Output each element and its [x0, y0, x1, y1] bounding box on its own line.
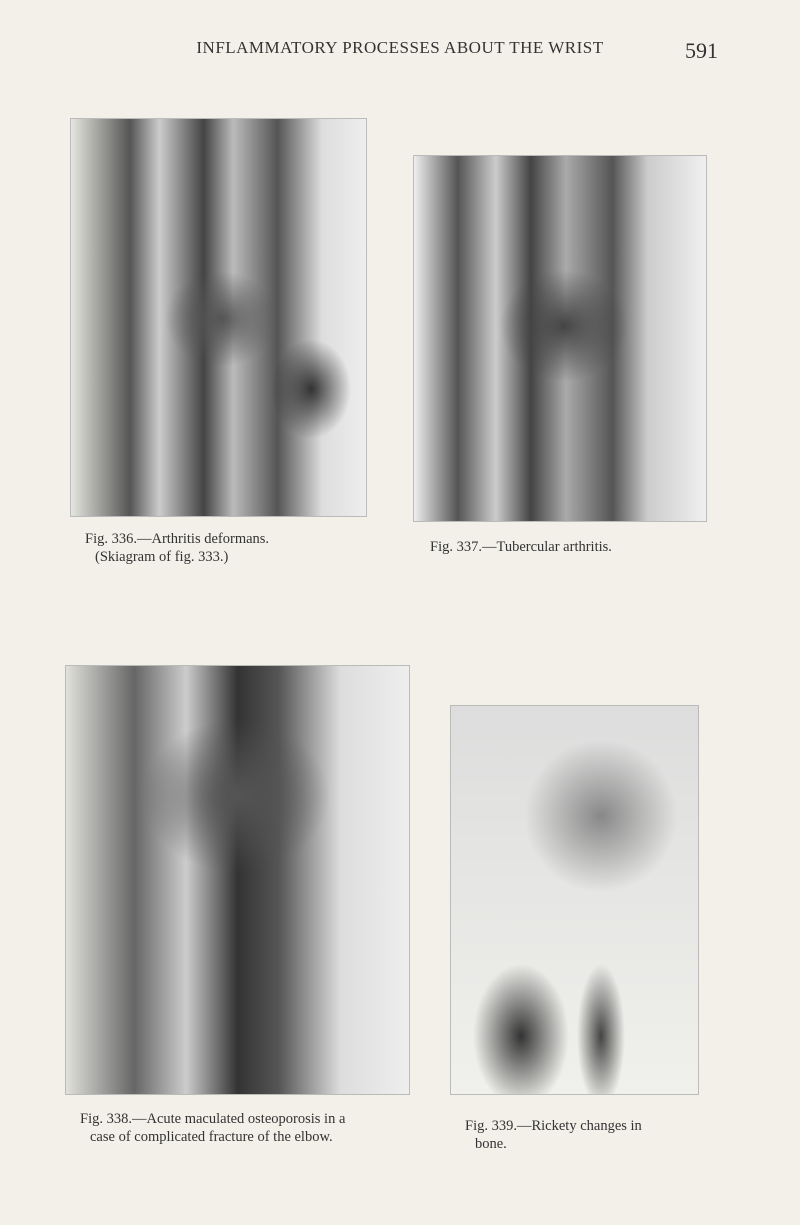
figure-caption: Fig. 337.—Tubercular arthritis. [430, 538, 612, 556]
xray-image [450, 705, 699, 1095]
caption-line: Fig. 338.—Acute maculated osteoporosis i… [80, 1111, 346, 1127]
xray-image [65, 665, 410, 1095]
caption-line: Fig. 337.—Tubercular arthritis. [430, 539, 612, 555]
xray-image [413, 155, 707, 522]
figure-caption: Fig. 338.—Acute maculated osteoporosis i… [80, 1110, 345, 1146]
running-head: INFLAMMATORY PROCESSES ABOUT THE WRIST [196, 38, 604, 57]
page-number: 591 [685, 38, 718, 63]
figure-caption: Fig. 339.—Rickety changes in bone. [465, 1117, 642, 1153]
caption-line: bone. [475, 1136, 507, 1152]
figure-caption: Fig. 336.—Arthritis deformans. (Skiagram … [85, 530, 269, 566]
caption-line: case of complicated fracture of the elbo… [90, 1129, 333, 1145]
caption-line: Fig. 336.—Arthritis deformans. [85, 531, 270, 547]
caption-line: Fig. 339.—Rickety changes in [465, 1118, 642, 1134]
caption-line: (Skiagram of fig. 333.) [95, 549, 229, 565]
xray-image [70, 118, 367, 517]
